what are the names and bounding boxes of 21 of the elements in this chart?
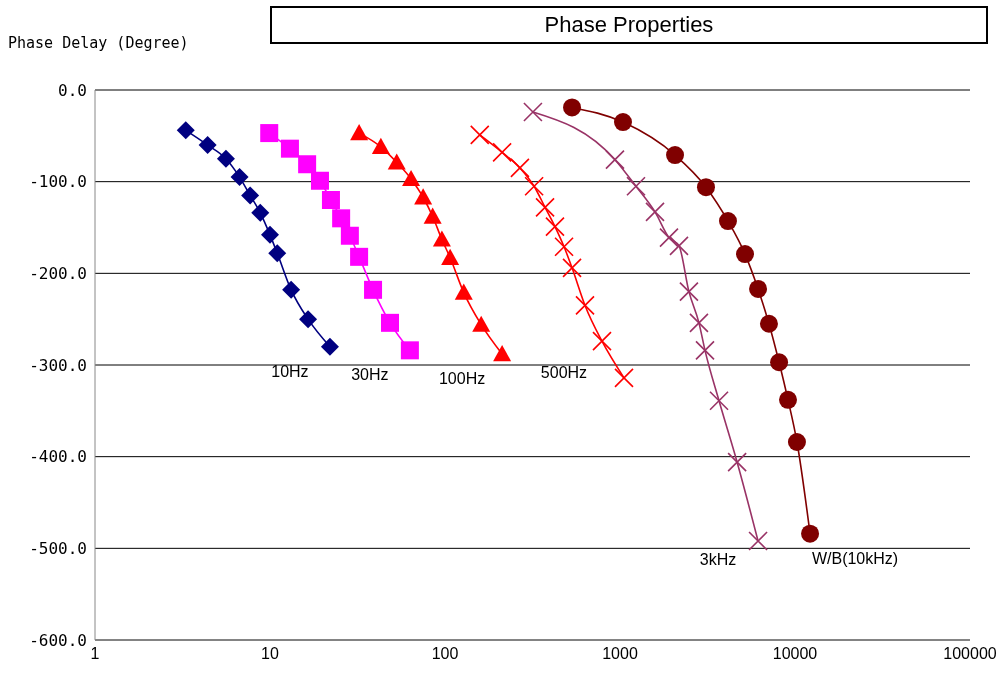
y-tick-label: -200.0 — [29, 264, 87, 284]
x-tick-label: 100000 — [943, 645, 997, 663]
y-tick-label: -600.0 — [29, 630, 87, 650]
y-tick-label: 0.0 — [58, 80, 87, 100]
series-label: W/B(10kHz) — [811, 549, 899, 567]
series-label: 3kHz — [699, 551, 737, 568]
x-tick-label: 10000 — [772, 645, 818, 663]
x-tick-label: 1 — [90, 645, 100, 663]
y-tick-label: -300.0 — [29, 355, 87, 375]
chart-title: Phase Properties — [270, 6, 988, 44]
x-tick-label: 100 — [431, 645, 459, 663]
series-label: 30Hz — [351, 366, 389, 384]
y-tick-label: -500.0 — [29, 539, 87, 559]
series-label: 500Hz — [540, 363, 588, 381]
y-tick-label: -400.0 — [29, 447, 87, 467]
y-tick-label: -100.0 — [29, 172, 87, 192]
y-axis-title: Phase Delay (Degree) — [8, 34, 189, 52]
series-label: 100Hz — [438, 370, 486, 387]
series-label: 10Hz — [271, 362, 309, 380]
x-tick-label: 1000 — [602, 645, 638, 663]
x-tick-label: 10 — [261, 645, 279, 663]
